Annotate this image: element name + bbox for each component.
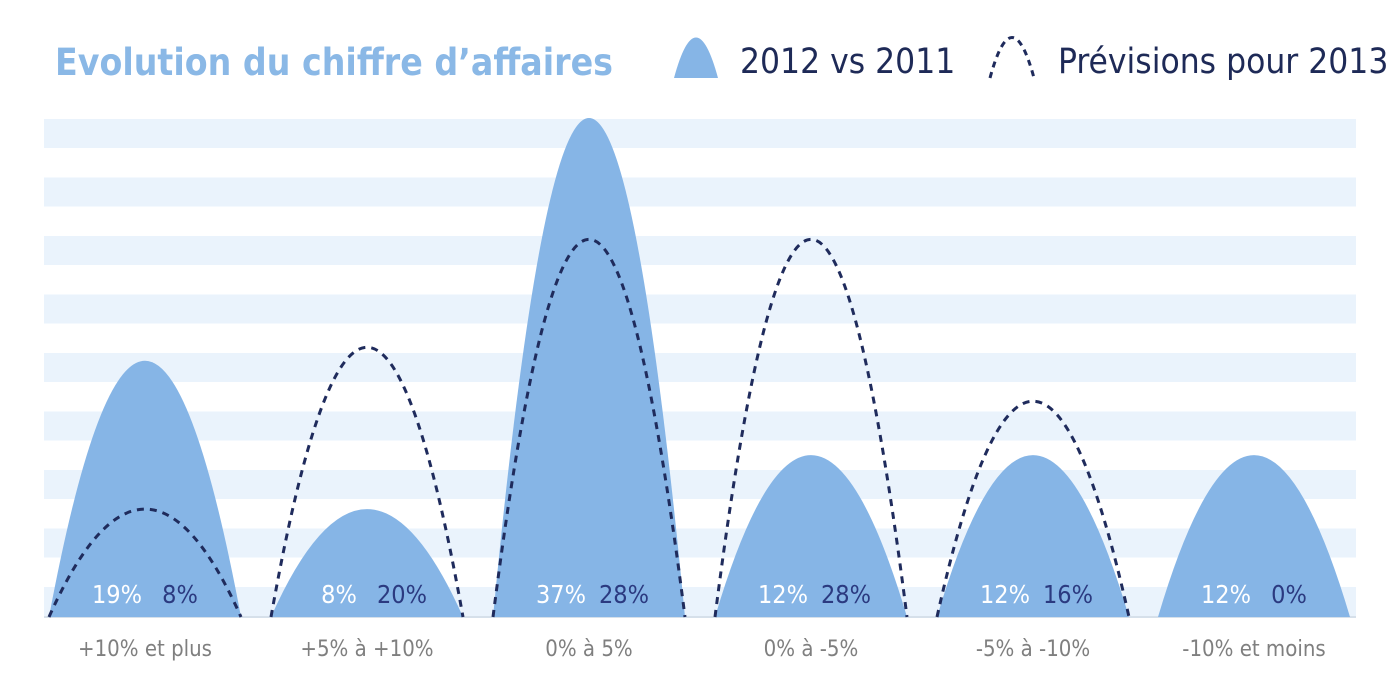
value-label-2013-5: 16% xyxy=(1043,580,1093,609)
grid-band xyxy=(44,236,1356,265)
category-label-1: +10% et plus xyxy=(78,637,212,662)
grid-band xyxy=(44,587,1356,616)
value-label-2012-3: 37% xyxy=(536,580,586,609)
bell-2012-3 xyxy=(493,118,685,617)
bell-2012-1 xyxy=(49,360,241,617)
value-label-2013-6: 0% xyxy=(1271,580,1307,609)
legend-dashed-swatch xyxy=(988,36,1036,79)
bell-2013-3 xyxy=(491,238,687,618)
legend: 2012 vs 2011 Prévisions pour 2013 xyxy=(674,36,1388,82)
bell-2013-4 xyxy=(713,238,909,618)
value-label-2012-4: 12% xyxy=(758,580,808,609)
legend-filled-swatch xyxy=(674,37,718,78)
bell-2012-4 xyxy=(715,455,907,617)
grid-band xyxy=(44,353,1356,382)
value-label-2013-1: 8% xyxy=(162,580,198,609)
bell-2013-1 xyxy=(47,507,243,618)
grid-band xyxy=(44,411,1356,441)
grid-band xyxy=(44,119,1356,148)
bell-2012-5 xyxy=(937,455,1129,617)
grid-bands xyxy=(44,119,1356,616)
bell-2013-5 xyxy=(935,399,1131,618)
value-label-2012-1: 19% xyxy=(92,580,142,609)
category-labels: +10% et plus +5% à +10% 0% à 5% 0% à -5% -5%… xyxy=(78,637,1326,662)
category-label-2: +5% à +10% xyxy=(300,637,433,662)
legend-label-2012-vs-2011: 2012 vs 2011 xyxy=(740,42,955,82)
bell-2012-6 xyxy=(1158,455,1350,617)
grid-band xyxy=(44,177,1356,207)
value-label-2012-2: 8% xyxy=(321,580,357,609)
value-labels: 19% 8% 8% 20% 37% 28% 12% 28% 12% 16% 12% 0% xyxy=(92,580,1307,609)
bell-2013-2 xyxy=(269,346,465,618)
category-label-4: 0% à -5% xyxy=(764,637,859,662)
value-label-2013-4: 28% xyxy=(821,580,871,609)
grid-band xyxy=(44,528,1356,558)
value-label-2012-5: 12% xyxy=(980,580,1030,609)
value-label-2012-6: 12% xyxy=(1201,580,1251,609)
series-previsions-2013 xyxy=(47,238,1131,618)
bell-2012-2 xyxy=(271,509,463,617)
category-label-3: 0% à 5% xyxy=(545,637,633,662)
value-label-2013-2: 20% xyxy=(377,580,427,609)
category-label-5: -5% à -10% xyxy=(976,637,1090,662)
series-2012-vs-2011 xyxy=(49,118,1350,617)
category-label-6: -10% et moins xyxy=(1182,637,1325,662)
value-label-2013-3: 28% xyxy=(599,580,649,609)
chart-title: Evolution du chiffre d’affaires xyxy=(55,41,613,84)
grid-band xyxy=(44,294,1356,324)
grid-band xyxy=(44,470,1356,499)
legend-label-previsions-2013: Prévisions pour 2013 xyxy=(1058,42,1388,82)
